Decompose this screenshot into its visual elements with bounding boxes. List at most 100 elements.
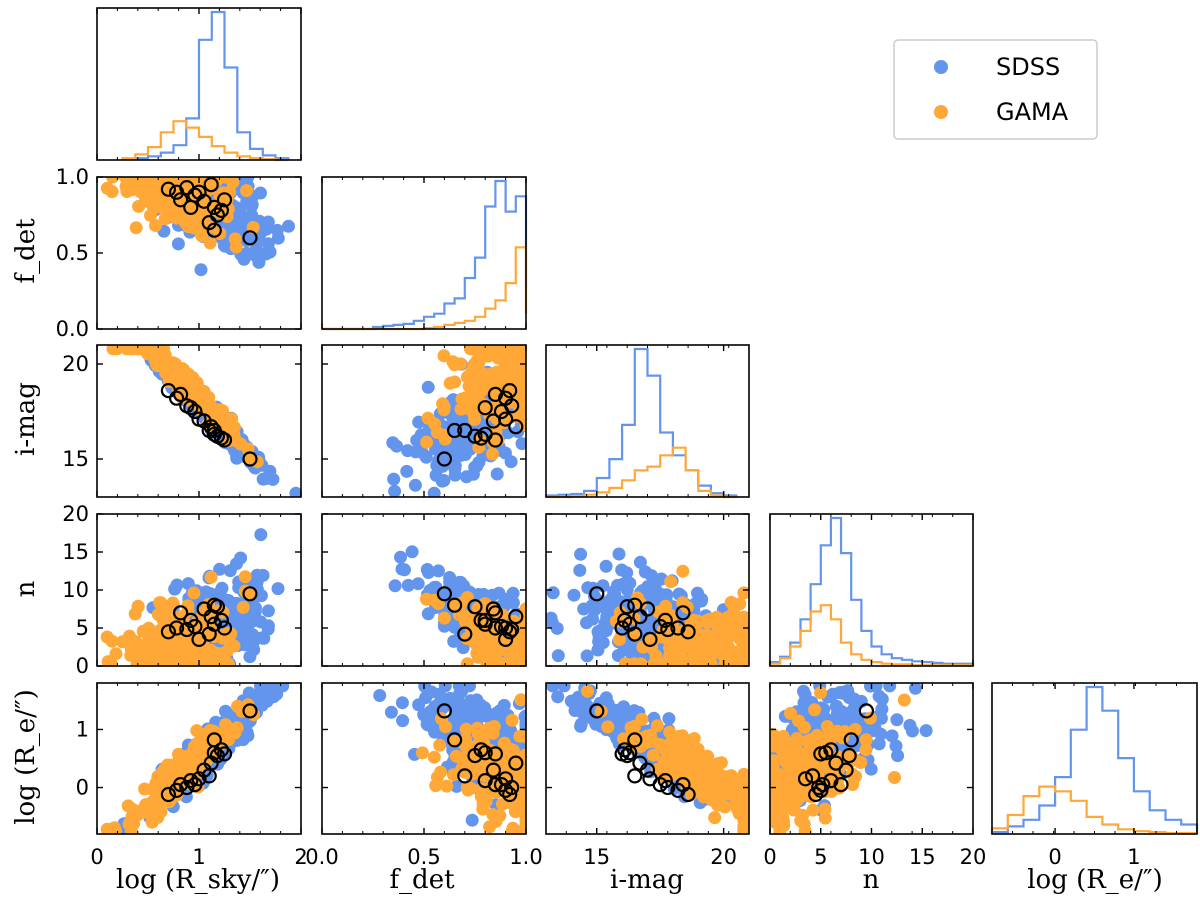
scatter-point-sdss [591,598,604,612]
scatter-point-sdss [829,700,843,713]
scatter-point-sdss [604,594,618,608]
histogram-logR-gama [121,120,289,162]
scatter-point-gama [770,803,780,817]
scatter-point-gama [618,657,632,666]
highlighted-point [477,772,493,789]
highlighted-point [213,742,229,758]
highlighted-point [508,419,524,435]
scatter-point-sdss [171,237,185,251]
scatter-point-gama [713,792,727,806]
highlighted-point [815,776,831,793]
scatter-point-gama [737,787,749,801]
scatter-point-gama [708,811,722,825]
scatter-point-gama [476,797,490,810]
scatter-point-gama [186,215,200,229]
highlighted-point [642,771,658,787]
highlighted-point [838,762,854,778]
scatter-point-sdss [574,547,588,561]
scatter-point-gama [190,724,204,738]
scatter-point-sdss [254,186,267,200]
highlighted-point [652,618,668,635]
scatter-point-sdss [546,683,560,693]
scatter-point-sdss [412,698,426,712]
scatter-point-gama [159,196,173,210]
scatter-point-gama [682,657,696,666]
scatter-point-sdss [427,486,441,497]
scatter-point-sdss [438,683,452,693]
scatter-point-sdss [236,611,250,625]
scatter-point-gama [149,798,163,812]
scatter-point-gama [109,647,123,661]
scatter-point-sdss [396,714,410,728]
scatter-panel-imag-vs-fdet [386,345,526,497]
highlighted-point [828,755,844,771]
scatter-point-sdss [408,478,422,492]
scatter-point-sdss [388,484,402,497]
scatter-point-gama [220,644,234,658]
scatter-point-gama [818,802,832,816]
scatter-point-gama [820,720,834,733]
scatter-point-sdss [490,706,504,720]
highlighted-point [213,202,229,218]
scatter-point-gama [737,610,749,624]
scatter-point-sdss [567,588,581,602]
scatter-point-gama [188,657,202,666]
scatter-point-gama [481,349,495,363]
scatter-point-sdss [400,464,414,478]
scatter-point-gama [697,790,711,804]
highlighted-point [843,732,859,748]
scatter-point-gama [436,397,450,411]
highlighted-point [485,413,501,429]
scatter-point-sdss [575,700,589,714]
scatter-point-gama [670,646,684,660]
scatter-point-gama [214,406,228,420]
scatter-point-sdss [885,729,899,743]
scatter-point-gama [497,736,511,750]
scatter-point-sdss [254,247,267,261]
scatter-point-sdss [580,616,593,630]
scatter-point-gama [109,345,123,356]
scatter-point-gama [594,704,608,718]
scatter-point-gama [135,345,149,356]
highlighted-point [670,620,686,636]
scatter-point-sdss [573,563,587,577]
scatter-point-gama [184,379,197,393]
highlighted-point [833,776,849,793]
highlighted-point [206,199,222,215]
scatter-point-gama [676,564,690,578]
scatter-point-gama [146,177,160,191]
scatter-point-sdss [384,705,398,719]
scatter-point-gama [460,780,474,794]
scatter-point-gama [497,345,511,356]
highlighted-point [447,597,463,613]
scatter-point-gama [136,657,150,666]
highlighted-point [187,403,203,420]
scatter-point-gama [472,387,486,401]
scatter-point-gama [646,735,659,748]
scatter-point-gama [172,374,186,388]
scatter-point-sdss [261,619,275,633]
highlighted-point [467,428,483,444]
scatter-point-sdss [452,575,466,589]
scatter-point-gama [460,657,474,666]
scatter-point-sdss [213,562,227,576]
highlighted-point [160,786,176,803]
scatter-point-gama [796,789,810,802]
scatter-point-sdss [919,724,933,738]
scatter-point-gama [655,657,669,666]
scatter-point-gama [437,611,451,625]
scatter-point-sdss [592,635,606,648]
highlighted-point [498,771,514,787]
highlighted-point [457,768,473,784]
scatter-point-gama [178,638,192,652]
scatter-point-gama [519,406,526,420]
scatter-point-gama [437,349,451,363]
scatter-point-gama [846,778,860,791]
scatter-point-sdss [373,689,387,702]
scatter-point-gama [106,177,120,184]
scatter-point-gama [628,720,641,733]
scatter-point-gama [806,803,820,817]
scatter-point-sdss [589,717,603,731]
scatter-point-gama [174,752,188,765]
